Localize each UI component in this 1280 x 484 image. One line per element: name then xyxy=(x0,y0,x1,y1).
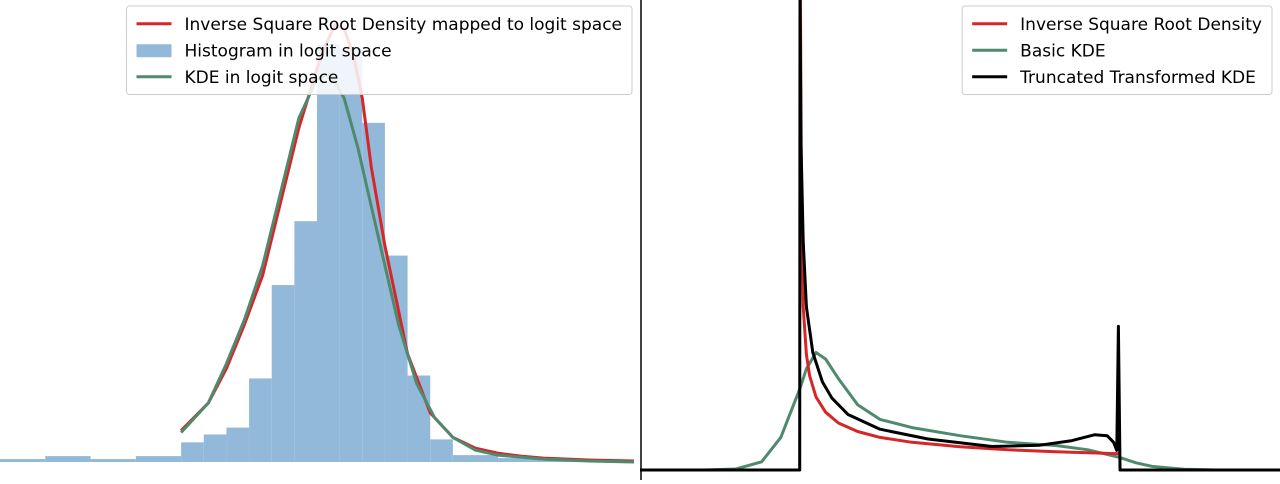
right-legend-label-basic-kde: Basic KDE xyxy=(1020,41,1105,61)
left-legend-swatch-histogram-in-logit-space xyxy=(136,44,172,58)
histogram-bar xyxy=(498,458,544,462)
series-line-kde-in-logit-space xyxy=(179,72,635,464)
histogram-bar xyxy=(317,44,340,463)
series-line-basic-kde xyxy=(640,351,1280,472)
right-legend: Inverse Square Root Density Basic KDE Trun… xyxy=(961,5,1273,95)
series-line-truncated-transformed-kde xyxy=(640,0,1280,472)
histogram-bar xyxy=(430,439,453,462)
series-line-inverse-square-root-density xyxy=(798,0,1121,456)
histogram-bar xyxy=(452,455,499,462)
histogram-bar xyxy=(384,255,408,462)
left-legend-item-histogram-in-logit-space: Histogram in logit space xyxy=(136,41,392,61)
histogram-bar xyxy=(90,459,136,462)
histogram-bars xyxy=(0,44,634,463)
right-legend-label-inverse-square-root-density: Inverse Square Root Density xyxy=(1020,15,1262,35)
left-legend: Inverse Square Root Density mapped to lo… xyxy=(126,5,633,95)
histogram-bar xyxy=(294,221,317,462)
left-chart-panel: Inverse Square Root Density mapped to lo… xyxy=(0,0,640,480)
left-legend-label-histogram-in-logit-space: Histogram in logit space xyxy=(185,41,392,61)
histogram-bar xyxy=(45,456,91,462)
right-chart-panel: Inverse Square Root Density Basic KDE Trun… xyxy=(640,0,1280,480)
left-legend-item-inverse-square-root-density-mapped-to-logit-space: Inverse Square Root Density mapped to lo… xyxy=(136,15,622,35)
left-legend-item-kde-in-logit-space: KDE in logit space xyxy=(136,68,339,88)
histogram-bar xyxy=(203,434,227,462)
histogram-bar xyxy=(181,442,204,462)
histogram-bar xyxy=(249,378,272,462)
left-legend-label-kde-in-logit-space: KDE in logit space xyxy=(185,68,339,88)
right-legend-item-truncated-transformed-kde: Truncated Transformed KDE xyxy=(972,68,1256,88)
right-legend-box xyxy=(961,5,1273,95)
histogram-bar xyxy=(135,456,182,462)
logit-space-chart: Inverse Square Root Density mapped to lo… xyxy=(0,5,635,464)
histogram-bar xyxy=(226,427,250,462)
histogram-bar xyxy=(271,285,295,462)
histogram-bar xyxy=(0,459,46,462)
right-legend-item-basic-kde: Basic KDE xyxy=(972,41,1106,61)
left-legend-box xyxy=(126,5,633,95)
right-legend-item-inverse-square-root-density: Inverse Square Root Density xyxy=(972,15,1262,35)
density-chart: Inverse Square Root Density Basic KDE Trun… xyxy=(640,0,1280,480)
histogram-bar xyxy=(339,49,363,463)
right-legend-label-truncated-transformed-kde: Truncated Transformed KDE xyxy=(1019,68,1256,88)
left-legend-label-inverse-square-root-density-mapped-to-logit-space: Inverse Square Root Density mapped to lo… xyxy=(185,15,622,35)
